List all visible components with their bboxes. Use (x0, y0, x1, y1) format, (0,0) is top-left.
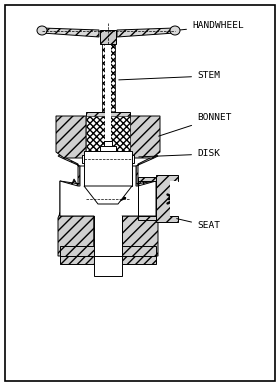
Bar (100, 146, 116, 151)
Text: BONNET: BONNET (159, 113, 232, 136)
Polygon shape (156, 175, 178, 222)
Text: SEAT: SEAT (177, 218, 220, 230)
Bar (102, 44, 115, 111)
Bar (170, 181, 178, 216)
Polygon shape (130, 116, 160, 158)
Polygon shape (58, 155, 94, 256)
Bar (105, 44, 111, 116)
Bar (94, 256, 122, 276)
Bar (100, 30, 116, 44)
Text: STEM: STEM (119, 71, 220, 81)
Ellipse shape (170, 26, 180, 35)
Bar (102, 44, 115, 116)
Text: HANDWHEEL: HANDWHEEL (173, 22, 244, 31)
Polygon shape (117, 28, 175, 37)
Polygon shape (84, 186, 132, 204)
Bar (104, 141, 112, 146)
Polygon shape (60, 166, 156, 256)
Text: DISK: DISK (139, 149, 220, 159)
Bar (105, 116, 111, 158)
Bar (86, 112, 130, 120)
Polygon shape (42, 28, 99, 37)
Bar (84, 151, 132, 186)
Bar (86, 116, 130, 158)
Bar (82, 155, 134, 163)
Bar (94, 216, 122, 256)
Ellipse shape (37, 26, 47, 35)
Polygon shape (138, 177, 156, 220)
Polygon shape (56, 116, 86, 158)
Bar (60, 256, 156, 264)
Bar (60, 246, 156, 256)
Polygon shape (122, 155, 158, 256)
